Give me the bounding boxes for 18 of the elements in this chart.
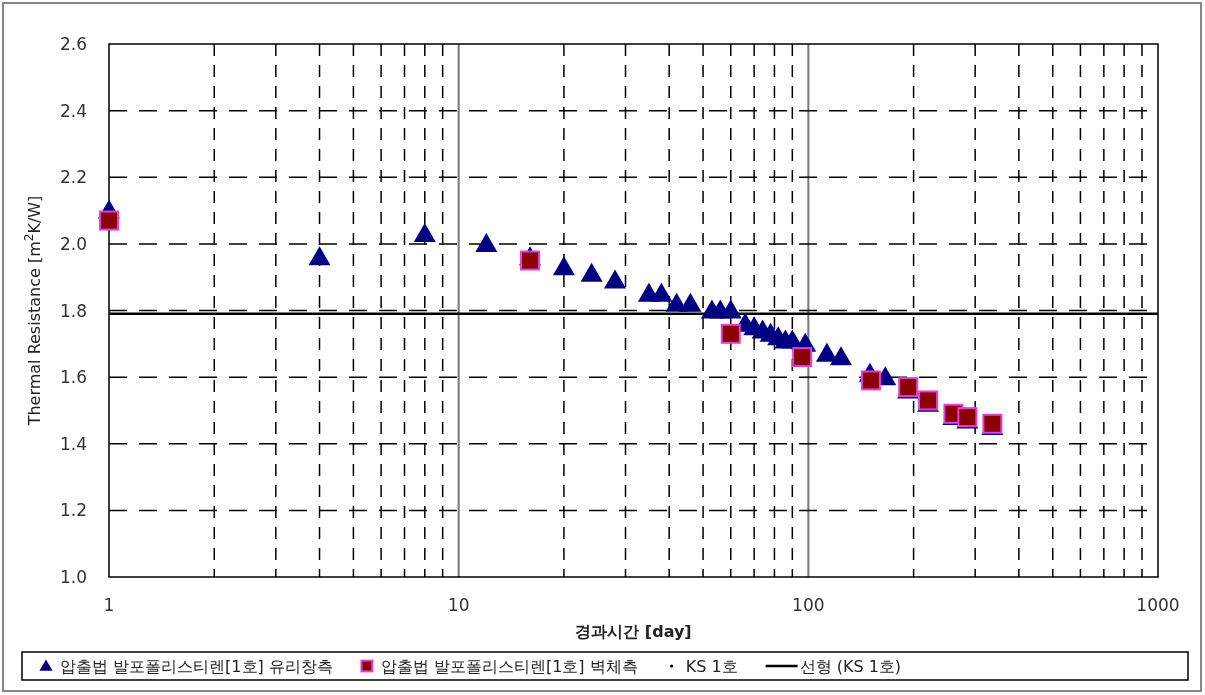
y-tick-label: 2.6 — [59, 34, 87, 54]
legend-label: 선형 (KS 1호) — [799, 657, 902, 676]
y-tick-label: 1.2 — [59, 500, 87, 521]
x-axis-title: 경과시간 [day] — [575, 622, 692, 641]
y-tick-label: 2.0 — [59, 233, 87, 254]
x-tick-label: 1 — [103, 595, 115, 615]
legend-label: 압출법 발포폴리스티렌[1호] 유리창측 — [60, 657, 333, 676]
x-tick-label: 10 — [447, 595, 470, 615]
y-tick-label: 1.0 — [59, 567, 87, 587]
y-tick-label: 1.8 — [59, 300, 87, 321]
y-tick-label: 1.4 — [59, 433, 87, 454]
y-tick-label: 2.2 — [59, 167, 87, 188]
y-tick-label: 2.4 — [59, 100, 87, 121]
legend-label: KS 1호 — [685, 657, 738, 676]
x-tick-label: 100 — [792, 595, 825, 615]
y-tick-label: 1.6 — [59, 367, 87, 388]
x-tick-label: 1000 — [1136, 595, 1180, 615]
legend-label: 압출법 발포폴리스티렌[1호] 벽체측 — [380, 657, 638, 676]
